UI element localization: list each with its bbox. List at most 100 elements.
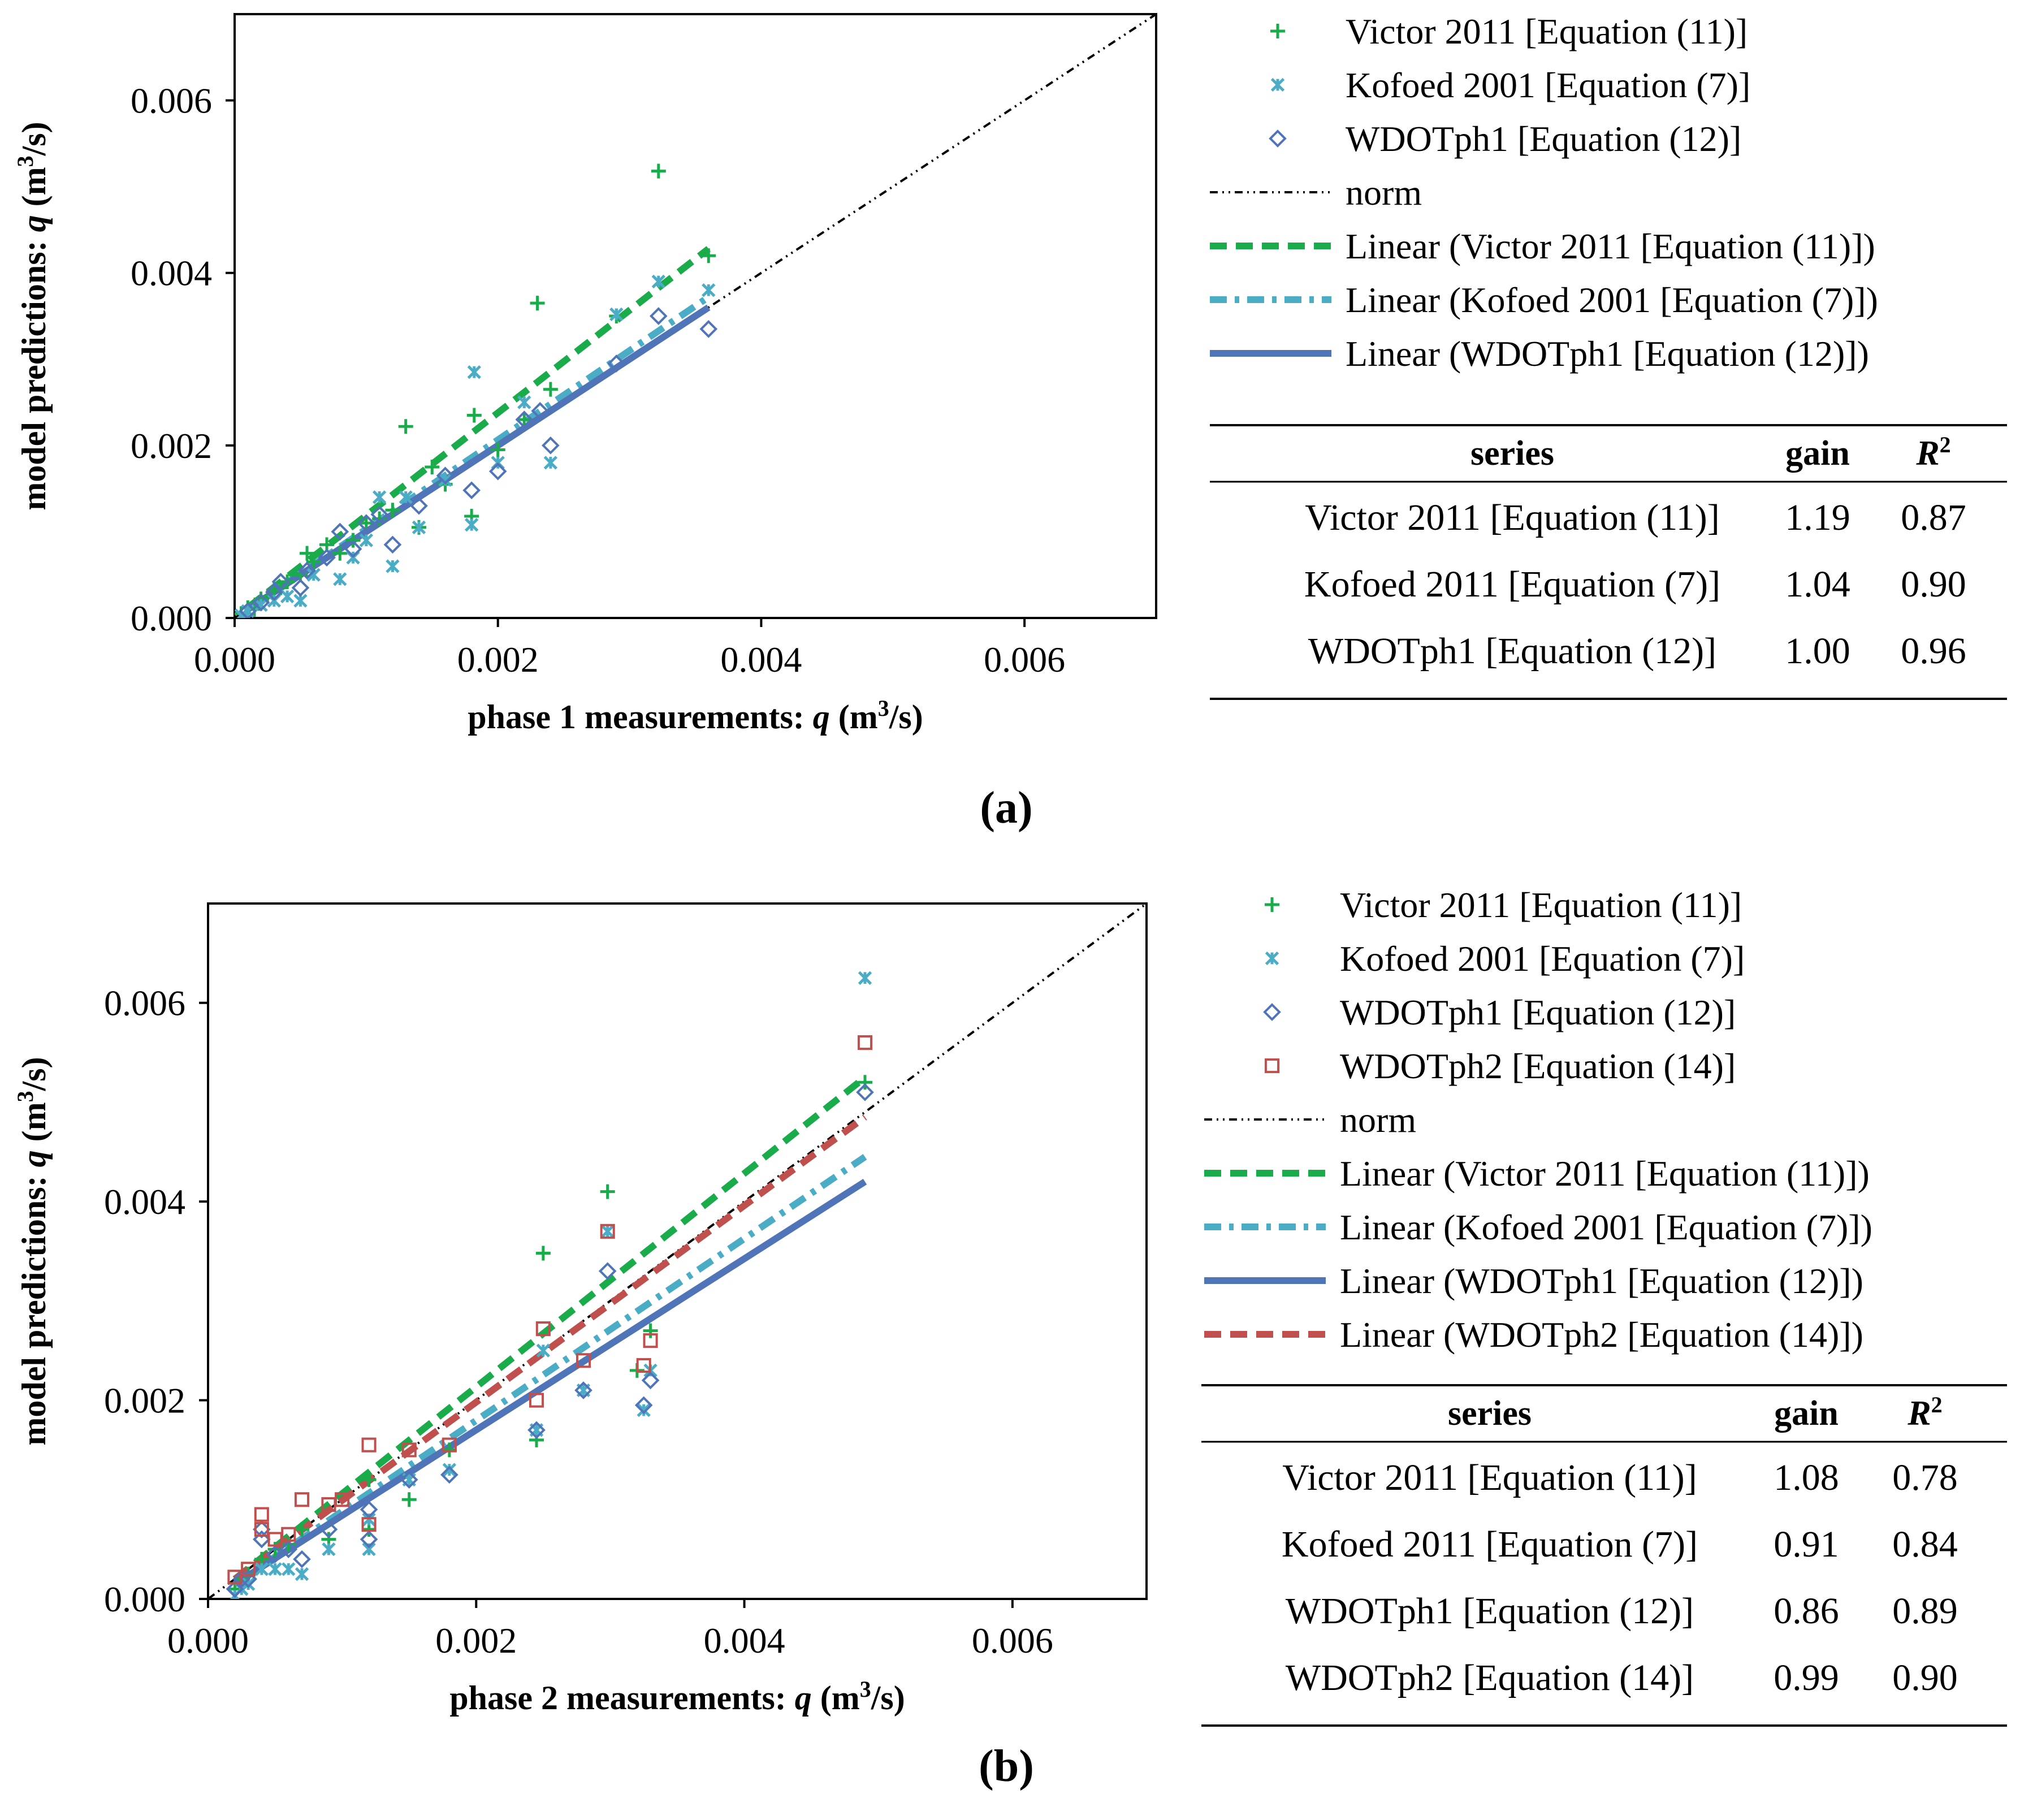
data-point-plus bbox=[535, 1246, 551, 1261]
x-axis-label: phase 2 measurements: q (m3/s) bbox=[449, 1676, 905, 1717]
data-point-x bbox=[536, 1343, 551, 1358]
data-point-plus bbox=[858, 1075, 872, 1090]
data-point-diamond bbox=[574, 1381, 592, 1399]
table-cell-series: Kofoed 2011 [Equation (7)] bbox=[1304, 564, 1720, 605]
data-point-square bbox=[535, 1321, 551, 1337]
data-point-square bbox=[857, 1035, 873, 1051]
data-point-plus bbox=[701, 248, 716, 263]
data-point-x bbox=[609, 307, 624, 322]
data-point-diamond bbox=[239, 602, 257, 618]
data-point-x bbox=[322, 1542, 336, 1557]
legend-entry-label: Linear (WDOTph1 [Equation (12)]) bbox=[1340, 1261, 1863, 1301]
axis-label-part: (m bbox=[15, 167, 53, 215]
axis-label-part: 3 bbox=[860, 1676, 871, 1702]
axis-label-part: model predictions: bbox=[15, 1167, 53, 1445]
legend: Victor 2011 [Equation (11)] Kofoed 2001 [… bbox=[1210, 11, 1878, 374]
axis-label-part: phase 1 measurements: bbox=[468, 698, 813, 736]
data-point-diamond bbox=[649, 307, 668, 325]
axis-label-part: /s) bbox=[871, 1679, 905, 1717]
y-axis-label: model predictions: q (m3/s) bbox=[12, 122, 53, 510]
table-row: Kofoed 2011 [Equation (7)] 1.04 0.90 bbox=[1304, 564, 1966, 605]
data-point-square bbox=[636, 1358, 651, 1373]
legend-entry-label: Linear (Victor 2011 [Equation (11)]) bbox=[1340, 1153, 1870, 1194]
table-cell-series: Victor 2011 [Equation (11)] bbox=[1305, 497, 1719, 538]
legend-entry-label: norm bbox=[1340, 1100, 1416, 1140]
data-point-x bbox=[1265, 951, 1279, 966]
legend-entry-label: Kofoed 2001 [Equation (7)] bbox=[1346, 65, 1750, 105]
table-header-r: R bbox=[1907, 1394, 1931, 1433]
norm-line bbox=[208, 903, 1147, 1599]
table-cell-series: Kofoed 2011 [Equation (7)] bbox=[1282, 1524, 1698, 1565]
data-point-plus bbox=[385, 503, 400, 518]
table-header-series: series bbox=[1448, 1394, 1532, 1433]
data-point-plus bbox=[401, 1492, 417, 1507]
data-point-square bbox=[281, 1527, 296, 1542]
data-point-plus bbox=[300, 546, 315, 561]
data-point-plus bbox=[466, 408, 482, 423]
data-point-diamond bbox=[226, 1580, 244, 1598]
data-point-plus bbox=[490, 442, 505, 457]
data-point-diamond bbox=[383, 535, 402, 554]
data-point-diamond bbox=[318, 548, 336, 567]
table-cell-series: Victor 2011 [Equation (11)] bbox=[1282, 1457, 1697, 1498]
data-point-diamond bbox=[279, 1540, 298, 1558]
table-header-gain: gain bbox=[1785, 434, 1850, 473]
table-header-r2: R2 bbox=[1915, 432, 1950, 473]
data-point-diamond bbox=[370, 505, 388, 524]
trend-line bbox=[245, 246, 711, 611]
data-point-x bbox=[543, 456, 558, 470]
legend-entry-label: WDOTph1 [Equation (12)] bbox=[1340, 992, 1736, 1032]
data-point-diamond bbox=[542, 436, 560, 455]
x-tick-label: 0.002 bbox=[457, 639, 539, 680]
data-point-diamond bbox=[436, 466, 455, 485]
chart-panel-a: 0.000 0.002 0.004 0.006 0.000 0.002 0.004 0.006… bbox=[12, 11, 2007, 833]
x-tick-label: 0.000 bbox=[194, 639, 275, 680]
y-axis-label: model predictions: q (m3/s) bbox=[12, 1057, 53, 1445]
panel-label: (b) bbox=[979, 1741, 1034, 1791]
data-point-square bbox=[643, 1333, 658, 1348]
table-header-r: R bbox=[1915, 434, 1939, 473]
legend-entry-label: Kofoed 2001 [Equation (7)] bbox=[1340, 939, 1745, 979]
data-point-diamond bbox=[319, 1520, 338, 1538]
data-point-plus bbox=[1265, 897, 1279, 912]
axis-label-part: (m bbox=[812, 1679, 860, 1717]
data-point-plus bbox=[398, 419, 413, 434]
table-cell-gain: 1.04 bbox=[1785, 564, 1850, 605]
data-point-x bbox=[359, 533, 374, 547]
data-point-plus bbox=[1270, 24, 1285, 38]
data-point-x bbox=[282, 1562, 296, 1576]
data-point-x bbox=[254, 1562, 269, 1576]
x-axis-label: phase 1 measurements: q (m3/s) bbox=[468, 695, 923, 736]
table-header-r2: R2 bbox=[1907, 1392, 1942, 1433]
data-point-square bbox=[254, 1507, 269, 1522]
data-point-x bbox=[464, 518, 479, 532]
table-cell-gain: 1.19 bbox=[1785, 497, 1850, 538]
data-point-square bbox=[1264, 1058, 1280, 1074]
y-tick-label: 0.004 bbox=[104, 1182, 185, 1222]
data-point-x bbox=[386, 559, 400, 573]
data-point-x bbox=[1270, 77, 1285, 92]
trend-line bbox=[245, 304, 711, 612]
table-cell-r2: 0.89 bbox=[1892, 1590, 1958, 1632]
legend-entry-label: Linear (Victor 2011 [Equation (11)]) bbox=[1346, 226, 1875, 266]
plot-content bbox=[235, 14, 1156, 618]
data-point-diamond bbox=[291, 578, 310, 597]
axis-label-part: (m bbox=[830, 698, 878, 736]
data-point-diamond bbox=[252, 593, 270, 612]
data-point-diamond bbox=[360, 1501, 378, 1519]
legend-entry-label: Linear (Kofoed 2001 [Equation (7)]) bbox=[1346, 280, 1878, 320]
x-tick-label: 0.000 bbox=[167, 1620, 249, 1661]
axis-label-part: /s) bbox=[15, 1057, 53, 1091]
y-tick-label: 0.000 bbox=[131, 598, 212, 638]
data-point-diamond bbox=[357, 514, 375, 532]
trend-line bbox=[233, 1154, 867, 1587]
data-series bbox=[226, 1083, 874, 1598]
trend-line bbox=[245, 294, 711, 612]
axis-label-part: /s) bbox=[15, 122, 53, 156]
data-point-square bbox=[442, 1437, 457, 1452]
data-point-diamond bbox=[298, 561, 316, 580]
data-point-diamond bbox=[462, 481, 481, 500]
data-point-diamond bbox=[410, 496, 428, 515]
data-point-plus bbox=[425, 460, 440, 474]
data-point-plus bbox=[306, 554, 321, 569]
